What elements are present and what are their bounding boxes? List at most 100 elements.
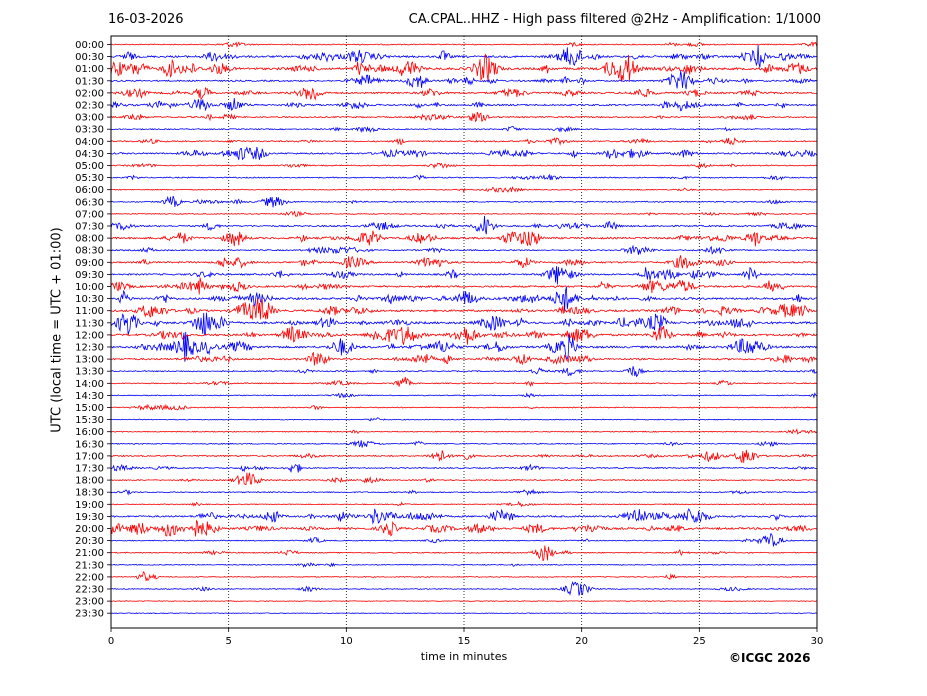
y-tick-label-2030: 20:30 <box>75 536 104 547</box>
y-tick-label-0730: 07:30 <box>75 222 104 233</box>
trace-0230 <box>110 98 817 112</box>
trace-2030 <box>110 533 817 547</box>
trace-1700 <box>110 449 817 464</box>
trace-1630 <box>110 440 817 448</box>
trace-0800 <box>110 230 817 247</box>
trace-1230 <box>110 331 817 362</box>
x-axis-label: time in minutes <box>420 650 508 663</box>
x-tick-label-5: 5 <box>225 636 231 647</box>
y-tick-label-1130: 11:30 <box>75 318 104 329</box>
trace-1330 <box>110 366 817 378</box>
y-tick-label-2000: 20:00 <box>75 524 104 535</box>
trace-1800 <box>110 472 817 486</box>
trace-1130 <box>110 312 817 336</box>
trace-0300 <box>110 111 817 123</box>
trace-1300 <box>110 351 817 366</box>
y-tick-label-1900: 19:00 <box>75 500 104 511</box>
y-tick-label-2230: 22:30 <box>75 585 104 596</box>
y-tick-label-1600: 16:00 <box>75 427 104 438</box>
trace-0900 <box>110 255 817 269</box>
y-tick-label-1230: 12:30 <box>75 343 104 354</box>
y-tick-label-0300: 03:00 <box>75 113 104 124</box>
y-tick-label-0530: 05:30 <box>75 173 104 184</box>
trace-0400 <box>110 137 817 146</box>
trace-1500 <box>110 403 817 411</box>
trace-1530 <box>110 417 817 422</box>
trace-1730 <box>110 463 817 473</box>
y-tick-label-0200: 02:00 <box>75 88 104 99</box>
trace-0500 <box>110 162 817 169</box>
y-tick-label-0600: 06:00 <box>75 185 104 196</box>
trace-0530 <box>110 173 817 181</box>
trace-0830 <box>110 244 817 255</box>
y-tick-label-0900: 09:00 <box>75 258 104 269</box>
y-tick-label-2130: 21:30 <box>75 560 104 571</box>
trace-0700 <box>111 210 817 217</box>
y-axis-label: UTC (local time = UTC + 01:00) <box>49 227 65 433</box>
y-tick-label-1630: 16:30 <box>75 439 104 450</box>
y-tick-label-0800: 08:00 <box>75 234 104 245</box>
trace-2200 <box>110 571 817 582</box>
y-tick-label-0230: 02:30 <box>75 101 104 112</box>
y-tick-label-1500: 15:00 <box>75 403 104 414</box>
y-tick-label-1030: 10:30 <box>75 294 104 305</box>
copyright-notice: ©ICGC 2026 <box>729 651 811 665</box>
y-tick-label-1830: 18:30 <box>75 488 104 499</box>
y-tick-label-1700: 17:00 <box>75 451 104 462</box>
y-tick-label-1330: 13:30 <box>75 367 104 378</box>
trace-0200 <box>110 86 817 101</box>
trace-2130 <box>110 562 817 568</box>
x-tick-label-15: 15 <box>458 636 471 647</box>
y-tick-label-0130: 01:30 <box>75 76 104 87</box>
y-tick-label-0400: 04:00 <box>75 137 104 148</box>
y-tick-label-0100: 01:00 <box>75 64 104 75</box>
x-tick-label-0: 0 <box>108 636 114 647</box>
y-tick-label-2330: 23:30 <box>75 609 104 620</box>
y-tick-label-0630: 06:30 <box>75 197 104 208</box>
trace-0030 <box>110 45 817 68</box>
trace-0600 <box>110 186 817 194</box>
trace-1830 <box>110 488 817 496</box>
trace-2330 <box>111 612 817 614</box>
y-tick-label-1000: 10:00 <box>75 282 104 293</box>
trace-0630 <box>110 195 817 208</box>
x-tick-label-20: 20 <box>575 636 588 647</box>
y-tick-label-1430: 14:30 <box>75 391 104 402</box>
chart-title: CA.CPAL..HHZ - High pass filtered @2Hz -… <box>408 12 821 27</box>
trace-1200 <box>110 325 817 345</box>
trace-1600 <box>110 428 817 435</box>
x-tick-label-25: 25 <box>693 636 706 647</box>
trace-1400 <box>111 376 817 387</box>
record-date: 16-03-2026 <box>108 12 184 27</box>
y-tick-label-1300: 13:00 <box>75 355 104 366</box>
trace-1030 <box>110 286 817 312</box>
trace-1100 <box>110 298 817 320</box>
y-tick-label-1100: 11:00 <box>75 306 104 317</box>
trace-0430 <box>110 146 817 161</box>
trace-1900 <box>110 500 817 508</box>
trace-2230 <box>110 581 817 596</box>
trace-1000 <box>110 277 817 295</box>
y-tick-label-0030: 00:30 <box>75 52 104 63</box>
x-tick-label-10: 10 <box>340 636 353 647</box>
y-tick-label-0500: 05:00 <box>75 161 104 172</box>
trace-0730 <box>110 215 817 235</box>
y-tick-label-0430: 04:30 <box>75 149 104 160</box>
y-tick-label-0000: 00:00 <box>75 40 104 51</box>
y-tick-label-0700: 07:00 <box>75 209 104 220</box>
y-tick-label-0930: 09:30 <box>75 270 104 281</box>
y-tick-label-0830: 08:30 <box>75 246 104 257</box>
y-tick-label-1400: 14:00 <box>75 379 104 390</box>
trace-0930 <box>110 266 817 285</box>
y-tick-label-1730: 17:30 <box>75 464 104 475</box>
y-tick-label-1200: 12:00 <box>75 330 104 341</box>
y-tick-label-1930: 19:30 <box>75 512 104 523</box>
trace-2100 <box>110 545 817 562</box>
y-tick-label-0330: 03:30 <box>75 125 104 136</box>
trace-0330 <box>110 125 817 134</box>
y-tick-label-1800: 18:00 <box>75 476 104 487</box>
y-tick-label-2200: 22:00 <box>75 572 104 583</box>
x-tick-label-30: 30 <box>811 636 824 647</box>
y-tick-label-1530: 15:30 <box>75 415 104 426</box>
